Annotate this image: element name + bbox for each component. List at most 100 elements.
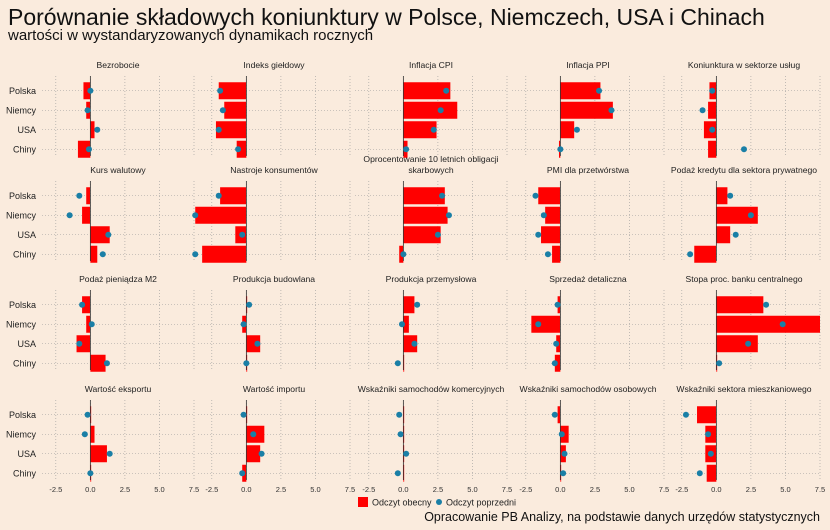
point-previous: [192, 251, 199, 258]
point-previous: [434, 231, 441, 238]
point-previous: [439, 192, 446, 199]
x-tick-label: -2.5: [49, 485, 62, 494]
point-previous: [747, 212, 754, 219]
bar-current: [403, 335, 418, 353]
point-previous: [414, 301, 421, 308]
category-label: USA: [17, 125, 36, 135]
point-previous: [94, 126, 101, 133]
point-previous: [99, 251, 106, 258]
point-previous: [105, 231, 112, 238]
point-previous: [239, 470, 246, 477]
x-tick-label: 5.0: [780, 485, 790, 494]
panel-title: Produkcja budowlana: [233, 274, 315, 284]
bar-current: [560, 82, 601, 100]
point-previous: [394, 470, 401, 477]
x-tick-label: 7.5: [189, 485, 199, 494]
panel-title: Wskaźniki samochodów osobowych: [519, 384, 656, 394]
x-tick-label: 0.0: [241, 485, 251, 494]
point-previous: [727, 192, 734, 199]
bar-current: [716, 296, 764, 314]
panel-title: PMI dla przetwórstwa: [547, 165, 629, 175]
point-previous: [437, 107, 444, 114]
point-previous: [81, 431, 88, 438]
point-previous: [246, 301, 253, 308]
source-caption: Opracowanie PB Analizy, na podstawie dan…: [424, 510, 820, 524]
point-previous: [532, 192, 539, 199]
point-previous: [394, 360, 401, 367]
bar-current: [541, 226, 561, 244]
point-previous: [443, 87, 450, 94]
x-tick-label: 7.5: [815, 485, 825, 494]
point-previous: [215, 192, 222, 199]
panel-title: Kurs walutowy: [90, 165, 146, 175]
category-label: Niemcy: [6, 429, 37, 439]
point-previous: [608, 107, 615, 114]
panel-title: Podaż pieniądza M2: [79, 274, 157, 284]
bar-current: [90, 226, 110, 244]
panel-title: Koniunktura w sektorze usług: [688, 60, 800, 70]
category-label: Niemcy: [6, 210, 37, 220]
x-tick-label: 0.0: [85, 485, 95, 494]
bar-current: [708, 140, 717, 158]
point-previous: [682, 411, 689, 418]
category-label: Chiny: [13, 249, 37, 259]
x-tick-label: 0.0: [555, 485, 565, 494]
point-previous: [258, 450, 265, 457]
x-tick-label: 2.5: [590, 485, 600, 494]
point-previous: [709, 126, 716, 133]
category-label: Chiny: [13, 358, 37, 368]
x-tick-label: 2.5: [746, 485, 756, 494]
point-previous: [716, 360, 723, 367]
panel-title: Bezrobocie: [97, 60, 140, 70]
bar-current: [716, 315, 820, 333]
bar-current: [403, 121, 437, 139]
bar-current: [90, 425, 95, 443]
point-previous: [763, 301, 770, 308]
bar-current: [202, 245, 247, 263]
bar-current: [706, 464, 717, 482]
bar-current: [716, 206, 758, 224]
bar-current: [195, 206, 247, 224]
x-tick-label: 2.5: [433, 485, 443, 494]
point-previous: [561, 450, 568, 457]
bar-current: [697, 406, 717, 424]
legend-swatch-previous: [436, 499, 442, 505]
x-tick-label: -2.5: [519, 485, 532, 494]
point-previous: [544, 251, 551, 258]
legend-swatch-current: [358, 497, 368, 507]
point-previous: [239, 231, 246, 238]
point-previous: [243, 360, 250, 367]
category-label: USA: [17, 230, 36, 240]
point-previous: [398, 321, 405, 328]
point-previous: [707, 450, 714, 457]
point-previous: [103, 360, 110, 367]
point-previous: [551, 360, 558, 367]
bar-current: [560, 101, 613, 119]
point-previous: [397, 431, 404, 438]
x-tick-label: -2.5: [205, 485, 218, 494]
x-tick-label: 0.0: [398, 485, 408, 494]
x-tick-label: 5.0: [467, 485, 477, 494]
panel-title: Indeks giełdowy: [243, 60, 305, 70]
bar-current: [86, 315, 91, 333]
point-previous: [85, 146, 92, 153]
bar-current: [403, 82, 451, 100]
bar-current: [246, 406, 248, 424]
point-previous: [709, 87, 716, 94]
bar-current: [716, 187, 728, 205]
point-previous: [687, 251, 694, 258]
bar-current: [86, 187, 91, 205]
panel-title: Wartość eksportu: [85, 384, 152, 394]
point-previous: [560, 470, 567, 477]
point-previous: [705, 431, 712, 438]
point-previous: [88, 321, 95, 328]
point-previous: [553, 340, 560, 347]
category-label: Chiny: [13, 144, 37, 154]
bar-current: [90, 121, 95, 139]
panel-title: Wartość importu: [243, 384, 305, 394]
point-previous: [403, 146, 410, 153]
point-previous: [411, 340, 418, 347]
category-label: USA: [17, 339, 36, 349]
x-tick-label: 2.5: [276, 485, 286, 494]
point-previous: [76, 340, 83, 347]
